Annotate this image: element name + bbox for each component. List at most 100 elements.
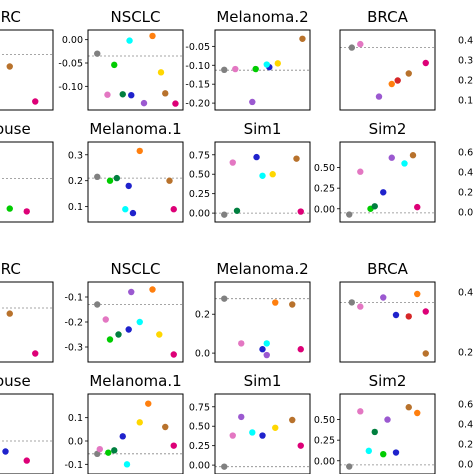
data-point bbox=[238, 413, 245, 421]
data-point bbox=[371, 428, 378, 436]
plot-frame bbox=[339, 281, 436, 363]
data-point bbox=[113, 174, 121, 182]
y-tick-label: 0.0 bbox=[68, 437, 83, 448]
subplot-title: Sim1 bbox=[244, 120, 282, 138]
subplot-title: NSCLC bbox=[110, 8, 160, 26]
plot-frame bbox=[339, 141, 436, 223]
data-point bbox=[348, 44, 355, 51]
data-point bbox=[380, 189, 387, 196]
data-point bbox=[380, 450, 387, 458]
data-point bbox=[102, 316, 109, 323]
data-point bbox=[119, 91, 126, 98]
y-tick-label: -0.3 bbox=[64, 343, 83, 354]
data-point bbox=[162, 90, 169, 97]
data-point bbox=[405, 70, 412, 77]
data-point bbox=[238, 340, 245, 347]
plot-frame bbox=[0, 281, 54, 363]
data-point bbox=[357, 408, 364, 415]
right-edge-tick-label: 0.4 bbox=[458, 36, 473, 47]
data-point bbox=[6, 63, 13, 70]
right-edge-tick-label: 0.4 bbox=[458, 288, 473, 299]
data-point bbox=[123, 461, 131, 468]
subplot-title: CRC bbox=[0, 8, 21, 26]
right-edge-tick-label: 0.2 bbox=[458, 76, 473, 87]
data-point bbox=[346, 463, 353, 470]
subplot-title: Melanoma.1 bbox=[89, 372, 181, 390]
data-point bbox=[106, 177, 114, 184]
y-tick-label: 0.00 bbox=[189, 209, 210, 220]
y-tick-label: 0.25 bbox=[189, 441, 210, 452]
data-point bbox=[129, 209, 137, 217]
data-point bbox=[405, 313, 412, 320]
data-point bbox=[263, 340, 270, 347]
y-tick-label: 0.1 bbox=[68, 413, 83, 424]
data-point bbox=[106, 336, 114, 343]
plot-frame bbox=[214, 29, 311, 111]
subplot-11: Melanoma.2 0.2 0.0 bbox=[195, 260, 311, 363]
y-tick-label: 0.50 bbox=[314, 163, 335, 174]
data-point bbox=[259, 432, 266, 439]
y-tick-label: -0.20 bbox=[185, 99, 210, 110]
subplot-4: BRCA bbox=[339, 8, 436, 111]
data-point bbox=[365, 447, 372, 455]
y-tick-label: 0.50 bbox=[189, 170, 210, 181]
subplot-title: BRCA bbox=[367, 260, 408, 278]
data-point bbox=[272, 299, 279, 306]
data-point bbox=[6, 205, 13, 212]
plot-frame bbox=[214, 281, 311, 363]
right-edge-tick-label: 0.1 bbox=[458, 96, 473, 107]
data-point bbox=[221, 295, 228, 302]
data-point bbox=[422, 308, 429, 315]
data-point bbox=[94, 450, 101, 458]
y-tick-label: 0.50 bbox=[189, 422, 210, 433]
data-point bbox=[172, 100, 179, 107]
y-tick-label: 0.25 bbox=[314, 184, 335, 195]
subplot-title: Melanoma.2 bbox=[216, 8, 308, 26]
data-point bbox=[105, 449, 112, 456]
data-point bbox=[166, 177, 173, 184]
data-point bbox=[170, 351, 177, 358]
data-point bbox=[269, 171, 276, 178]
plot-frame bbox=[0, 29, 54, 111]
right-edge-tick-label: 0.6 bbox=[458, 148, 473, 159]
data-point bbox=[136, 419, 143, 426]
data-point bbox=[157, 69, 165, 76]
data-point bbox=[125, 326, 132, 333]
data-point bbox=[32, 350, 39, 357]
y-tick-label: 0.3 bbox=[68, 150, 83, 161]
subplot-title: NSCLC bbox=[110, 260, 160, 278]
data-point bbox=[249, 98, 256, 106]
plot-frame bbox=[0, 141, 54, 223]
data-point bbox=[128, 92, 135, 99]
data-point bbox=[388, 80, 395, 88]
data-point bbox=[6, 310, 13, 317]
subplot-2: NSCLC 0.00 -0.05 -0.10 bbox=[58, 8, 184, 111]
plot-frame bbox=[0, 393, 54, 474]
data-point bbox=[149, 286, 156, 293]
data-point bbox=[111, 447, 118, 454]
data-point bbox=[297, 442, 304, 449]
data-point bbox=[357, 303, 364, 310]
plot-frame bbox=[339, 29, 436, 111]
data-point bbox=[122, 206, 129, 213]
subplot-title: mouse bbox=[0, 120, 31, 138]
data-point bbox=[128, 288, 135, 296]
data-point bbox=[136, 318, 143, 326]
data-point bbox=[252, 65, 259, 73]
data-point bbox=[289, 416, 296, 424]
right-edge-tick-label: 0.2 bbox=[458, 188, 473, 199]
data-point bbox=[23, 457, 30, 464]
subplot-1: CRC bbox=[0, 8, 54, 111]
data-point bbox=[392, 311, 400, 319]
data-point bbox=[170, 442, 177, 449]
data-point bbox=[221, 463, 228, 470]
data-point bbox=[136, 147, 143, 155]
data-point bbox=[32, 98, 39, 105]
subplot-3: Melanoma.2 -0.05 -0.10 -0.15 -0.20 bbox=[185, 8, 311, 111]
subplot-15: Sim1 0.75 0.50 0.25 0.00 bbox=[189, 372, 311, 474]
data-point bbox=[229, 432, 236, 439]
data-point bbox=[221, 211, 228, 218]
data-point bbox=[126, 37, 133, 44]
plot-frame bbox=[214, 141, 311, 223]
right-edge-tick-label: 0.0 bbox=[458, 208, 473, 219]
